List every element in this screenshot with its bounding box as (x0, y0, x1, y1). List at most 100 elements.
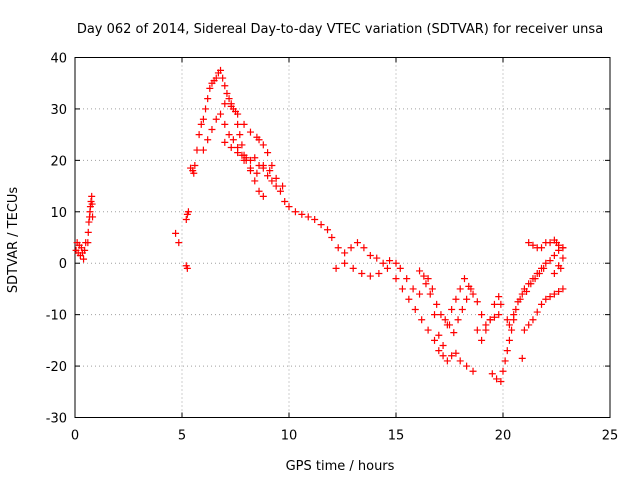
data-point (508, 326, 516, 334)
data-point (550, 270, 558, 277)
data-point (81, 246, 89, 254)
data-point (334, 244, 342, 252)
data-point (240, 156, 248, 164)
data-point (204, 95, 212, 103)
data-point (85, 218, 93, 226)
data-point (268, 162, 276, 169)
series-peak (191, 66, 400, 267)
data-point (439, 342, 447, 349)
data-point (546, 239, 554, 247)
data-point (234, 149, 242, 157)
data-point (490, 313, 498, 321)
data-point (523, 288, 531, 295)
series-mid-gap (172, 164, 198, 272)
data-point (529, 241, 537, 249)
data-point (217, 66, 225, 74)
data-point (379, 259, 387, 267)
y-tick-label: 0 (59, 257, 67, 272)
data-point (448, 306, 456, 313)
data-point (221, 120, 229, 128)
data-point (446, 321, 453, 329)
data-point (448, 352, 456, 360)
data-point (219, 74, 227, 82)
data-point (259, 141, 267, 149)
data-point (497, 378, 505, 385)
data-point (431, 336, 439, 344)
data-point (424, 275, 432, 283)
data-point (463, 362, 471, 370)
data-point (234, 110, 242, 118)
data-point (542, 295, 550, 303)
data-point (184, 208, 192, 216)
data-point (298, 210, 306, 218)
data-point (473, 298, 481, 306)
data-point (540, 264, 548, 272)
series-early-2 (84, 192, 97, 247)
data-point (285, 203, 293, 211)
data-point (418, 316, 426, 324)
data-point (353, 239, 361, 247)
data-point (456, 357, 464, 365)
data-point (450, 329, 458, 337)
data-point (505, 336, 513, 344)
data-point (411, 306, 419, 313)
data-point (550, 290, 558, 298)
data-point (366, 272, 374, 280)
data-point (221, 82, 229, 90)
data-point (538, 244, 546, 252)
data-point (426, 290, 434, 298)
data-point (546, 293, 554, 301)
series-late-5 (525, 236, 567, 252)
data-point (332, 264, 340, 272)
series-evening-2 (396, 264, 503, 349)
data-point (259, 162, 267, 169)
data-point (456, 285, 464, 293)
data-point (478, 311, 486, 319)
data-point (533, 308, 541, 316)
data-point (443, 357, 451, 365)
data-point (341, 249, 349, 257)
data-point (276, 187, 284, 195)
data-point (557, 264, 565, 272)
data-point (486, 316, 494, 324)
data-point (175, 239, 183, 247)
data-point (217, 110, 225, 118)
data-point (304, 213, 312, 221)
data-point (255, 187, 263, 195)
series-late-2 (499, 244, 567, 375)
data-point (347, 244, 355, 252)
data-point (328, 234, 336, 241)
data-point (424, 326, 432, 334)
data-point (191, 162, 199, 169)
data-point (204, 136, 212, 144)
data-point (221, 100, 229, 108)
data-point (473, 326, 481, 334)
data-point (452, 295, 460, 303)
data-point (503, 347, 511, 355)
data-point (520, 326, 528, 334)
data-point (550, 252, 558, 259)
data-point (512, 306, 520, 313)
data-point (227, 144, 235, 151)
data-point (392, 259, 400, 267)
data-point (441, 316, 449, 324)
data-point (88, 200, 96, 208)
data-point (225, 95, 233, 103)
data-point (488, 370, 496, 378)
data-point (559, 254, 567, 262)
data-point (469, 367, 477, 375)
data-point (84, 228, 92, 236)
data-point (266, 167, 274, 175)
data-point (88, 192, 96, 200)
data-point (225, 131, 233, 139)
data-point (279, 182, 287, 190)
data-point (435, 331, 443, 339)
series-evening-1 (332, 259, 477, 375)
data-point (212, 74, 220, 82)
data-point (212, 115, 220, 123)
data-point (291, 208, 299, 216)
data-point (281, 198, 289, 205)
data-point (195, 131, 203, 139)
data-point (460, 275, 468, 283)
data-point (358, 270, 366, 277)
